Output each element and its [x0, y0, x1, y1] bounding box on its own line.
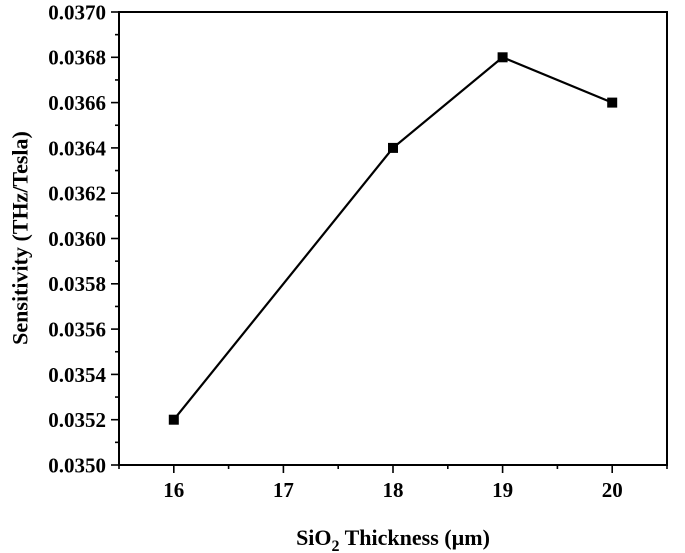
y-tick-label: 0.0352 — [48, 408, 106, 432]
y-tick-label: 0.0364 — [48, 136, 106, 160]
data-point — [388, 142, 398, 153]
data-point — [168, 414, 179, 425]
y-tick-label: 0.0370 — [48, 0, 106, 24]
y-tick-label: 0.0360 — [48, 227, 106, 251]
x-tick-label: 20 — [602, 478, 623, 502]
y-tick-label: 0.0358 — [48, 272, 106, 296]
x-tick-label: 18 — [383, 478, 404, 502]
x-axis-title-rest: Thickness (µm) — [340, 525, 490, 550]
x-tick-label: 19 — [492, 478, 513, 502]
x-tick-label: 17 — [273, 478, 294, 502]
x-tick-label: 16 — [163, 478, 184, 502]
y-tick-label: 0.0354 — [48, 363, 106, 387]
y-tick-label: 0.0362 — [48, 182, 106, 206]
y-axis-title: Sensitivity (THz/Tesla) — [8, 131, 33, 345]
y-tick-label: 0.0356 — [48, 317, 106, 341]
y-tick-label: 0.0366 — [48, 91, 106, 115]
data-point — [607, 97, 618, 108]
plot-frame — [118, 11, 668, 466]
x-axis-ticks: 16 17 18 19 20 — [118, 465, 668, 502]
y-axis-ticks: 0.0350 0.0352 0.0354 0.0356 0.0358 0.0360 0.03… — [48, 0, 119, 477]
y-tick-label: 0.0368 — [48, 46, 106, 70]
data-point — [497, 52, 508, 63]
series-markers — [168, 52, 618, 425]
x-axis-title: SiO2 Thickness (µm) — [296, 525, 490, 553]
y-tick-label: 0.0350 — [48, 453, 106, 477]
series-line — [172, 56, 613, 421]
x-axis-title-main: SiO — [296, 525, 331, 550]
x-axis-title-subscript: 2 — [332, 538, 340, 553]
